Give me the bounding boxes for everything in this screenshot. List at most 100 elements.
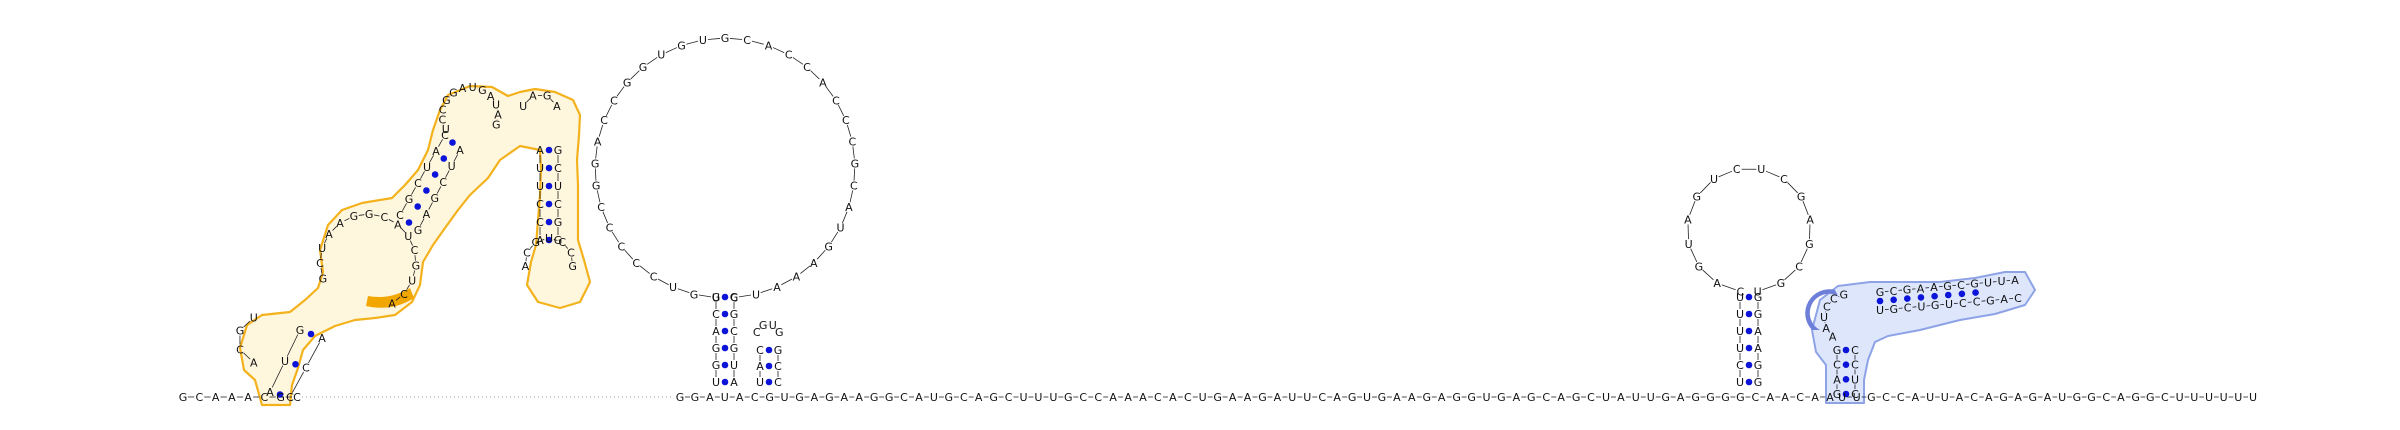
big-loop-link (611, 231, 620, 243)
baseline-middle-nt: A (736, 391, 744, 404)
base-pair-dot (721, 378, 729, 386)
blue-stem-right-nt: C (1851, 359, 1859, 372)
big-loop-nt: C (832, 94, 840, 107)
blue-arm-upper-nt: A (1930, 281, 1938, 294)
orange-stem-1b-nt: C (286, 391, 294, 404)
orange-stem-1a-nt: G (296, 324, 305, 337)
blue-arm-lower-nt: C (2014, 292, 2022, 305)
base-pair-dot (1842, 376, 1850, 383)
big-loop-nt: A (773, 281, 781, 294)
right-stem-left-nt: U (1736, 376, 1744, 389)
orange-loop-a-nt: A (325, 228, 333, 241)
base-pair-dot (765, 362, 773, 370)
baseline-middle-nt: A (1513, 391, 1521, 404)
orange-vert-left-nt: C (536, 198, 544, 211)
right-hairpin-loop-nt: C (1780, 173, 1788, 186)
base-pair-dot (405, 219, 413, 226)
big-loop-link (846, 124, 852, 137)
right-hairpin-loop-link (1787, 182, 1798, 194)
base-pair-dot (545, 146, 553, 154)
orange-top-loop-nt: U (492, 99, 500, 112)
baseline-right-nt: A (1912, 391, 1920, 404)
baseline-right-nt: G (2087, 391, 2096, 404)
orange-diag-left-nt: G (405, 193, 414, 206)
blue-arm-upper-nt: G (1903, 284, 1912, 297)
big-loop-nt: G (591, 158, 600, 171)
big-loop-link (602, 211, 608, 224)
big-loop-nt: U (752, 288, 760, 301)
baseline-middle-nt: G (870, 391, 879, 404)
baseline-middle-nt: C (1542, 391, 1550, 404)
orange-vert-right-nt: G (554, 144, 563, 157)
orange-top-loop-nt: U (469, 81, 477, 94)
baseline-middle-nt: U (1034, 391, 1042, 404)
base-pair-dot (307, 330, 315, 338)
blue-arm-lower-nt: C (1973, 296, 1981, 309)
baseline-middle-nt: U (1363, 391, 1371, 404)
blue-arm-lower-nt: U (1876, 304, 1884, 317)
orange-diag-right-link (453, 154, 459, 162)
baseline-right-nt: U (1941, 391, 1949, 404)
blue-junction-nt: C (1830, 293, 1838, 306)
orange-diag-left-nt: C (414, 177, 422, 190)
baseline-middle-nt: U (1049, 391, 1057, 404)
right-hairpin-loop-link (1718, 170, 1733, 178)
baseline-middle-nt: C (1184, 391, 1192, 404)
base-pair-dot (423, 187, 430, 194)
base-pair-dot (721, 344, 729, 352)
baseline-middle-nt: C (1005, 391, 1013, 404)
big-loop-link (630, 70, 640, 80)
orange-diag-left-link (429, 155, 434, 163)
orange-loop-a-link (358, 214, 365, 216)
blue-arm-upper-nt: C (1890, 285, 1898, 298)
right-hairpin-loop-link (1762, 284, 1777, 291)
center-stem-right-nt: G (730, 291, 739, 304)
big-loop-nt: G (851, 158, 860, 171)
baseline-middle-nt: C (1318, 391, 1326, 404)
orange-loop-a-nt: A (394, 219, 402, 232)
big-loop-nt: C (848, 136, 856, 149)
baseline-middle-nt: U (780, 391, 788, 404)
baseline-right-nt: C (1970, 391, 1978, 404)
backbone-lines (188, 38, 2248, 398)
big-loop-link (677, 288, 690, 294)
blue-junction-nt: A (1829, 330, 1837, 343)
orange-top-right-loop-nt: G (543, 90, 552, 103)
orange-loop-a-nt: G (412, 260, 421, 273)
small-hairpin-right-nt: C (774, 360, 782, 373)
blue-arm-upper-nt: C (1957, 279, 1965, 292)
big-loop-link (751, 40, 764, 45)
orange-right-loop-nt: G (568, 260, 577, 273)
blue-arm-upper-nt: A (1917, 282, 1925, 295)
baseline-middle-nt: U (1632, 391, 1640, 404)
baseline-right-nt: U (1926, 391, 1934, 404)
small-hairpin-right-nt: G (774, 344, 783, 357)
orange-loop-a-nt: U (318, 242, 326, 255)
orange-loop-a-link (395, 296, 401, 301)
big-loop-nt: C (785, 49, 793, 62)
baseline-right-nt: C (2102, 391, 2110, 404)
baseline-middle-nt: A (1333, 391, 1341, 404)
right-stem-left-nt: C (1736, 359, 1744, 372)
baseline-right-nt: G (2073, 391, 2082, 404)
right-hairpin-loop-nt: C (1733, 163, 1741, 176)
big-loop-link (698, 294, 712, 298)
baseline-right-nt: U (2190, 391, 2198, 404)
right-hairpin-loop-link (1690, 248, 1698, 263)
big-loop-link (665, 47, 678, 53)
baseline-middle-nt: U (1199, 391, 1207, 404)
baseline-right-nt: G (1999, 391, 2008, 404)
big-loop-nt: C (600, 114, 608, 127)
baseline-middle-nt: A (1811, 391, 1819, 404)
right-hairpin-loop-link (1721, 284, 1736, 291)
orange-stem-1a-link (286, 334, 299, 357)
orange-bottom-loop-link (243, 352, 251, 360)
orange-diag-right-nt: U (448, 160, 456, 173)
big-loop-link (800, 265, 811, 274)
big-loop-nt: U (669, 281, 677, 294)
orange-diag-right-nt: C (439, 176, 447, 189)
right-hairpin-loop-nt: A (1806, 214, 1814, 227)
baseline-right-nt: U (2249, 391, 2257, 404)
orange-diag-right-link (419, 218, 425, 226)
baseline-right-nt: U (1838, 391, 1846, 404)
